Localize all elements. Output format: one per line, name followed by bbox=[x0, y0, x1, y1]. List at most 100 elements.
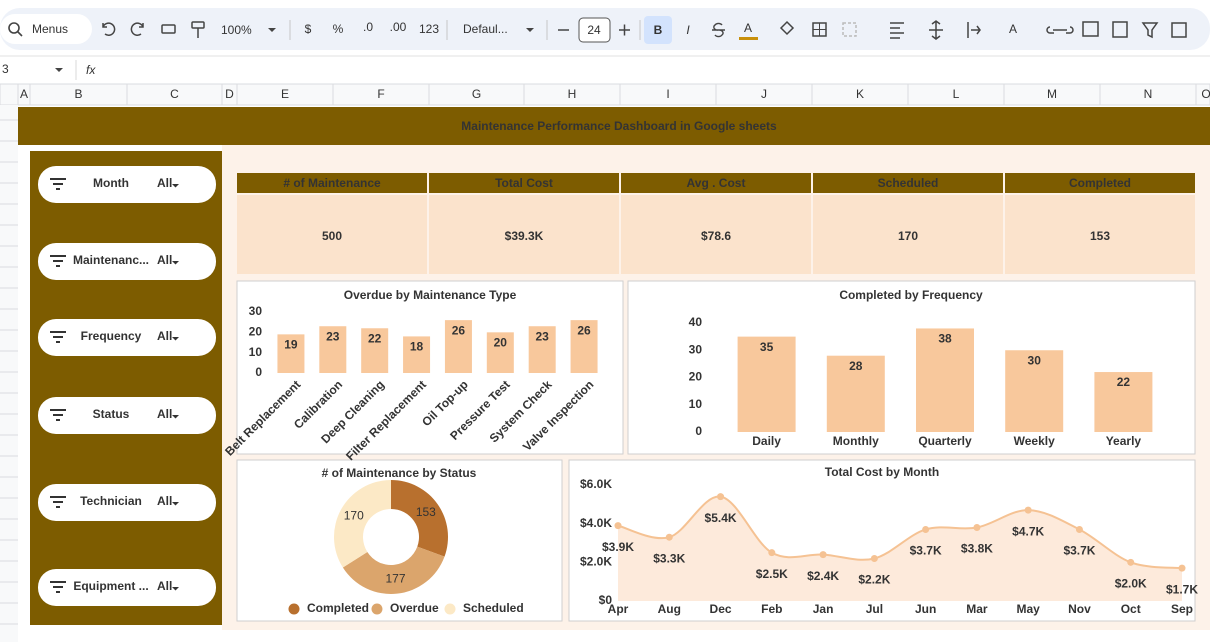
y-tick-label: 20 bbox=[689, 370, 703, 384]
strikethrough-button[interactable] bbox=[712, 22, 725, 38]
y-tick-label: 20 bbox=[249, 325, 263, 339]
data-label: 18 bbox=[410, 340, 424, 354]
bar bbox=[570, 320, 598, 373]
bar bbox=[1005, 350, 1064, 432]
column-header: H bbox=[568, 87, 577, 101]
valign-button[interactable] bbox=[929, 20, 943, 40]
point bbox=[717, 493, 725, 501]
zoom[interactable]: 100% bbox=[221, 23, 252, 37]
kpi-label: Scheduled bbox=[878, 176, 939, 190]
filter-value: All bbox=[157, 253, 172, 267]
row-header-bar bbox=[0, 105, 18, 642]
y-tick-label: 30 bbox=[689, 342, 703, 356]
legend-swatch bbox=[288, 603, 300, 615]
x-tick-label: Monthly bbox=[833, 434, 879, 448]
increase-font-size[interactable] bbox=[619, 24, 630, 36]
data-label: 22 bbox=[368, 331, 382, 345]
data-label: $2.4K bbox=[807, 569, 839, 583]
filter-button[interactable] bbox=[1141, 22, 1159, 39]
point bbox=[665, 533, 673, 541]
x-tick-label: Sep bbox=[1171, 602, 1193, 616]
donut-slice bbox=[391, 480, 449, 557]
fx-label: fx bbox=[86, 63, 96, 77]
filter-label: Month bbox=[93, 176, 129, 190]
dropdown-caret[interactable] bbox=[268, 28, 276, 32]
fill-color-button[interactable] bbox=[779, 20, 795, 36]
x-tick-label: Weekly bbox=[1014, 434, 1055, 448]
data-label: 30 bbox=[1028, 353, 1042, 367]
filter-pill[interactable] bbox=[38, 243, 216, 280]
data-label: 153 bbox=[416, 505, 436, 519]
filter-value: All bbox=[157, 579, 172, 593]
name-box[interactable]: 3 bbox=[2, 62, 9, 76]
filter-pill[interactable] bbox=[38, 569, 216, 606]
y-tick-label: 10 bbox=[689, 397, 703, 411]
column-header: A bbox=[20, 87, 28, 101]
font-size[interactable]: 24 bbox=[587, 23, 601, 37]
wrap-button[interactable] bbox=[967, 22, 981, 38]
dropdown-caret[interactable] bbox=[526, 28, 534, 32]
search-box[interactable] bbox=[0, 14, 92, 44]
y-tick-label: $2.0K bbox=[580, 555, 612, 569]
x-tick-label: Apr bbox=[608, 602, 629, 616]
filter-pill[interactable] bbox=[38, 397, 216, 434]
filter-label: Maintenanc... bbox=[73, 253, 149, 267]
data-label: 23 bbox=[536, 329, 550, 343]
undo-icon[interactable] bbox=[102, 22, 116, 36]
chart-button[interactable] bbox=[1112, 21, 1128, 38]
comment-button[interactable] bbox=[1082, 21, 1099, 37]
y-tick-label: 10 bbox=[249, 345, 263, 359]
link-button[interactable] bbox=[1046, 26, 1074, 34]
font-select[interactable]: Defaul... bbox=[463, 22, 508, 36]
dropdown-caret[interactable] bbox=[55, 68, 63, 72]
legend-label: Completed bbox=[307, 601, 369, 615]
increase-decimals[interactable]: .00 bbox=[390, 20, 407, 34]
x-tick-label: Quarterly bbox=[918, 434, 972, 448]
kpi-header bbox=[237, 173, 427, 193]
data-label: $5.4K bbox=[705, 511, 737, 525]
filter-label: Frequency bbox=[81, 329, 142, 343]
align-button[interactable] bbox=[890, 22, 904, 39]
redo-icon[interactable] bbox=[130, 22, 144, 36]
x-tick-label: Dec bbox=[710, 602, 732, 616]
data-label: 26 bbox=[452, 323, 466, 337]
x-tick-label: Jan bbox=[813, 602, 834, 616]
y-tick-label: 40 bbox=[689, 315, 703, 329]
kpi-header bbox=[621, 173, 811, 193]
filter-caret bbox=[172, 184, 179, 188]
data-label: $3.7K bbox=[1063, 544, 1095, 558]
merge-button[interactable] bbox=[842, 22, 857, 37]
kpi-box bbox=[813, 195, 1003, 274]
borders-button bbox=[813, 23, 826, 36]
column-header: M bbox=[1047, 87, 1057, 101]
percent-format[interactable]: % bbox=[333, 22, 344, 36]
chart-title: # of Maintenance by Status bbox=[322, 466, 477, 480]
filter-caret bbox=[172, 587, 179, 591]
data-label: 170 bbox=[344, 509, 364, 523]
filter-pill[interactable] bbox=[38, 319, 216, 356]
data-label: $3.7K bbox=[910, 544, 942, 558]
currency-format[interactable]: $ bbox=[305, 22, 312, 36]
italic-button[interactable]: I bbox=[686, 23, 690, 37]
data-label: 23 bbox=[326, 329, 340, 343]
filter-caret bbox=[172, 502, 179, 506]
filter-caret bbox=[172, 261, 179, 265]
point bbox=[1024, 506, 1032, 514]
title-band bbox=[18, 107, 1210, 145]
filter-pill[interactable] bbox=[38, 484, 216, 521]
filter-pill[interactable] bbox=[38, 166, 216, 203]
kpi-label: # of Maintenance bbox=[283, 176, 381, 190]
bold-button[interactable]: B bbox=[654, 23, 663, 37]
decrease-decimals[interactable]: .0 bbox=[363, 20, 373, 34]
filter-icon bbox=[50, 178, 66, 190]
point bbox=[973, 524, 981, 532]
number-format[interactable]: 123 bbox=[419, 22, 439, 36]
views-button[interactable] bbox=[1171, 22, 1187, 38]
font-size-box[interactable] bbox=[578, 17, 611, 43]
search-text[interactable]: Menus bbox=[32, 22, 68, 36]
filter-value: All bbox=[157, 176, 172, 190]
print-icon[interactable] bbox=[161, 24, 176, 34]
rotation-button[interactable]: A bbox=[1009, 22, 1017, 36]
text-color-button[interactable]: A bbox=[744, 21, 752, 35]
kpi-value: $39.3K bbox=[505, 229, 544, 243]
